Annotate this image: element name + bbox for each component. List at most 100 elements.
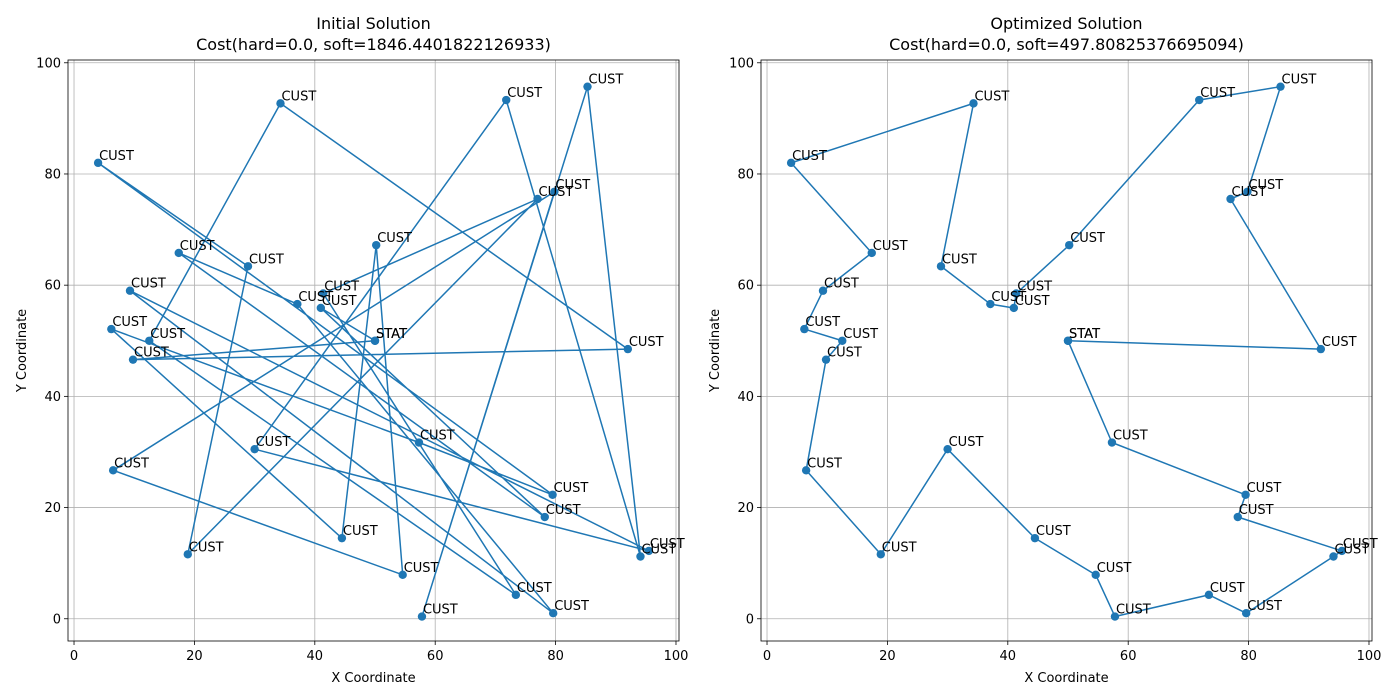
y-tick-label: 80 [44, 167, 61, 182]
point-label: CUST [150, 327, 185, 342]
optimized-solution-panel: STATCUSTCUSTCUSTCUSTCUSTCUSTCUSTCUSTCUST… [708, 14, 1381, 686]
point-label: CUST [1334, 542, 1369, 557]
point-label: CUST [180, 239, 215, 254]
point-label: CUST [792, 149, 827, 164]
y-tick-label: 20 [44, 501, 61, 516]
point-label: CUST [298, 290, 333, 305]
point-label: CUST [256, 435, 291, 450]
chart-subtitle: Cost(hard=0.0, soft=1846.4401822126933) [196, 35, 551, 54]
point-label: CUST [824, 277, 859, 292]
point-label: CUST [189, 540, 224, 555]
point-label: CUST [554, 599, 589, 614]
y-tick-label: 100 [729, 56, 754, 71]
point-label: CUST [991, 290, 1026, 305]
route-point [1233, 512, 1242, 522]
route-point [1329, 552, 1338, 561]
route-line [790, 85, 1343, 618]
route-point [398, 570, 407, 580]
initial-solution-panel: STATCUSTCUSTCUSTCUSTCUSTCUSTCUSTCUSTCUST… [15, 14, 688, 686]
route-point [1204, 590, 1214, 600]
point-label: CUST [281, 89, 316, 104]
route-point [93, 158, 103, 168]
point-label: CUST [1097, 561, 1132, 576]
point-label: CUST [942, 252, 977, 267]
point-label: CUST [322, 294, 357, 309]
axes-frame [67, 59, 680, 642]
route-point [969, 99, 978, 108]
point-label: CUST [1247, 481, 1282, 496]
route-point [316, 303, 326, 313]
point-label: CUST [1322, 335, 1357, 350]
route-point [548, 609, 558, 618]
x-tick-label: 40 [1000, 649, 1017, 664]
route-point [540, 512, 549, 522]
point-label: CUST [805, 315, 840, 330]
route-point [145, 336, 154, 345]
y-axis-label: Y Coordinate [15, 309, 30, 393]
point-label: CUST [650, 537, 685, 552]
y-tick-label: 0 [53, 612, 61, 627]
route-point [1065, 240, 1074, 250]
point-label: CUST [546, 503, 581, 518]
point-label: CUST [517, 581, 552, 596]
x-tick-label: 0 [70, 649, 78, 664]
x-tick-label: 20 [879, 649, 896, 664]
route-point [372, 240, 381, 250]
point-label: CUST [843, 327, 878, 342]
x-axis-label: X Coordinate [331, 671, 415, 686]
route-point [636, 552, 645, 561]
point-label: CUST [1210, 581, 1245, 596]
chart-title: Optimized Solution [990, 14, 1142, 33]
point-label: CUST [1282, 73, 1317, 88]
route-point [1241, 609, 1251, 618]
route-point [276, 99, 285, 108]
route-point [943, 444, 952, 454]
x-tick-label: 80 [547, 649, 564, 664]
route-point [107, 324, 116, 334]
route-point [936, 262, 946, 271]
route-point [1276, 82, 1285, 91]
route-point [1316, 344, 1326, 354]
point-label: CUST [112, 315, 147, 330]
point-label: CUST [554, 481, 589, 496]
point-label: CUST [1017, 280, 1052, 295]
route-point [1009, 303, 1019, 313]
route-point [644, 546, 654, 556]
route-point [786, 158, 796, 168]
point-label: CUST [1232, 185, 1267, 200]
route-point [1243, 187, 1252, 196]
route-point [533, 194, 542, 204]
route-point [125, 286, 135, 295]
point-label: CUST [1247, 599, 1282, 614]
chart-subtitle: Cost(hard=0.0, soft=497.80825376695094) [889, 35, 1244, 54]
y-tick-label: 40 [737, 390, 754, 405]
route-point [319, 289, 328, 298]
point-label: CUST [134, 346, 169, 361]
point-label: STAT [376, 327, 407, 342]
point-label: CUST [114, 456, 149, 471]
point-label: CUST [974, 89, 1009, 104]
point-label: CUST [420, 429, 455, 444]
point-label: CUST [1070, 231, 1105, 246]
route-point [986, 299, 995, 309]
point-label: CUST [1116, 603, 1151, 618]
route-point [1063, 336, 1073, 345]
x-tick-label: 80 [1240, 649, 1257, 664]
point-label: CUST [377, 231, 412, 246]
axes-frame [760, 59, 1373, 642]
point-label: CUST [1239, 503, 1274, 518]
point-label: CUST [1343, 537, 1378, 552]
route-point [502, 95, 511, 105]
point-label: CUST [249, 252, 284, 267]
point-label: CUST [807, 456, 842, 471]
y-tick-label: 60 [44, 279, 61, 294]
route-point [417, 612, 427, 621]
route-point [838, 336, 847, 345]
route-line [97, 85, 650, 618]
route-point [337, 533, 347, 543]
point-label: CUST [423, 603, 458, 618]
route-point [128, 355, 138, 364]
y-tick-label: 20 [737, 501, 754, 516]
point-label: CUST [404, 561, 439, 576]
